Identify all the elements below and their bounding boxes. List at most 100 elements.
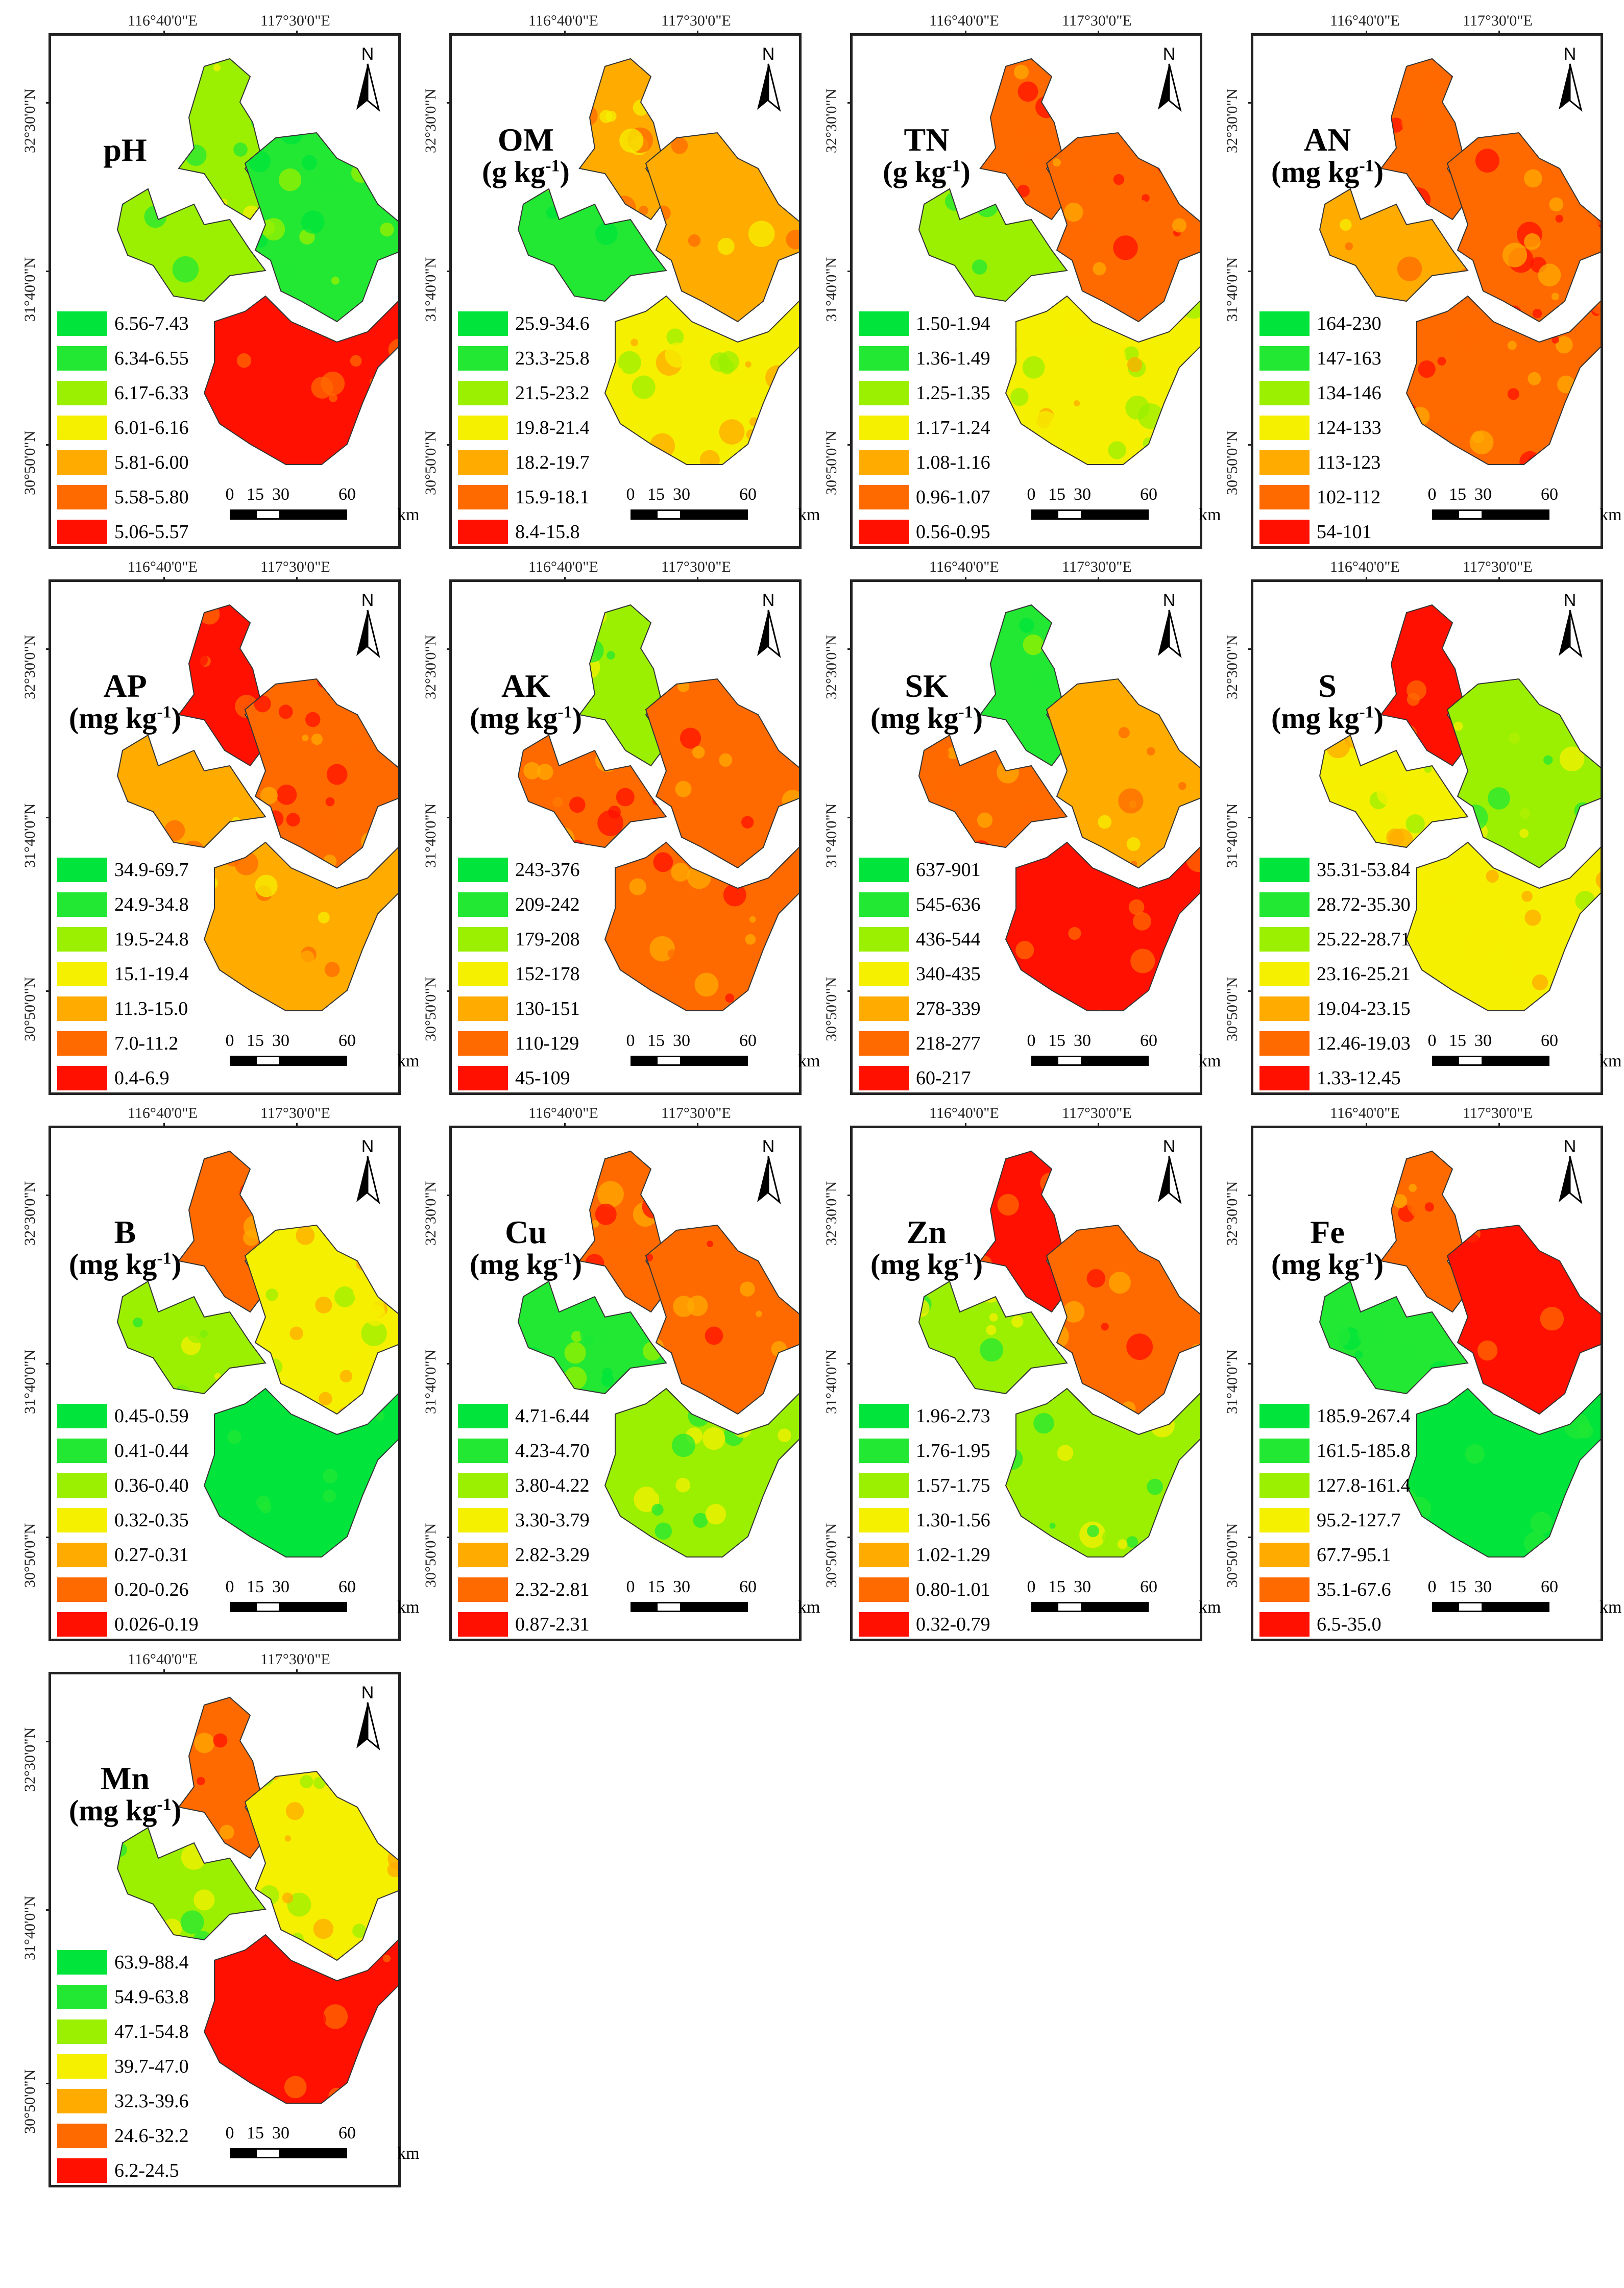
legend-item: 1.57-1.75 [859, 1468, 990, 1503]
legend-swatch [458, 1612, 508, 1637]
legend-label: 127.8-161.4 [1317, 1475, 1411, 1496]
legend-swatch [859, 416, 909, 440]
latitude-tick [447, 444, 452, 446]
legend: 1.50-1.94 1.36-1.49 1.25-1.35 1.17-1.24 1.08… [859, 306, 990, 549]
study-area-map [116, 58, 398, 465]
scale-tick-label: 15 [247, 1031, 264, 1050]
scale-segment [1458, 1056, 1483, 1066]
legend-label: 5.81-6.00 [114, 452, 189, 473]
legend-label: 0.32-0.79 [916, 1614, 990, 1635]
study-area-map [517, 604, 799, 1011]
legend-label: 209-242 [515, 894, 580, 915]
legend-item: 45-109 [458, 1061, 580, 1096]
longitude-label: 117°30'0"E [1062, 558, 1132, 575]
region-boundary [1405, 295, 1601, 465]
study-area-map [1319, 604, 1601, 1011]
legend-label: 4.71-6.44 [515, 1405, 590, 1427]
legend-item: 1.25-1.35 [859, 376, 990, 410]
legend-swatch [458, 996, 508, 1021]
scale-tick-label: 0 [225, 1577, 234, 1596]
scale-segment [656, 509, 682, 520]
scale-segment [281, 509, 347, 520]
latitude-label: 31°40'0"N [21, 803, 38, 868]
map-panel-AP: 116°40'0"E 117°30'0"E 32°30'0"N 31°40'0"N 30… [21, 558, 419, 1095]
scale-tick-label: 15 [1449, 485, 1466, 504]
study-area-map [517, 1150, 799, 1557]
region-boundary [604, 295, 799, 465]
legend-swatch [458, 1439, 508, 1463]
legend-swatch [1259, 962, 1310, 986]
scale-tick-label: 0 [1027, 485, 1036, 504]
latitude-label: 30°50'0"N [21, 1523, 38, 1588]
region-boundary [517, 1280, 667, 1395]
latitude-tick [46, 1909, 51, 1911]
legend-label: 35.31-53.84 [1317, 859, 1411, 881]
region-boundary [1046, 1224, 1200, 1415]
longitude-label: 117°30'0"E [1062, 1105, 1132, 1122]
legend-item: 637-901 [859, 853, 981, 887]
legend-item: 8.4-15.8 [458, 515, 590, 549]
unit-exponent: -1 [157, 702, 172, 722]
latitude-label: 31°40'0"N [823, 257, 840, 322]
legend-swatch [458, 520, 508, 544]
longitude-tick [1098, 31, 1099, 36]
study-area-map [116, 1150, 398, 1557]
region-main [1447, 1225, 1601, 1414]
region-boundary [1319, 1280, 1469, 1395]
legend-label: 436-544 [916, 929, 981, 950]
legend-swatch [458, 962, 508, 986]
legend-label: 161.5-185.8 [1317, 1440, 1411, 1462]
variable-unit: (g kg-1) [482, 155, 570, 189]
north-letter: N [1564, 1137, 1577, 1156]
scale-unit: km [1599, 505, 1622, 524]
north-letter: N [762, 1137, 775, 1156]
unit-exponent: -1 [1359, 1249, 1374, 1268]
legend-label: 0.4-6.9 [114, 1067, 169, 1089]
legend-item: 34.9-69.7 [57, 853, 189, 887]
map-panel-Cu: 116°40'0"E 117°30'0"E 32°30'0"N 31°40'0"N 30… [422, 1105, 820, 1641]
unit-text: (g kg [883, 155, 947, 189]
scale-segment [1432, 1602, 1458, 1612]
scale-unit: km [1599, 1598, 1622, 1617]
legend-item: 436-544 [859, 922, 981, 957]
north-arrow-icon: N [347, 1136, 388, 1207]
latitude-label: 30°50'0"N [1224, 430, 1241, 495]
legend-swatch [859, 1508, 909, 1532]
unit-exponent: -1 [958, 702, 973, 722]
latitude-label: 32°30'0"N [823, 635, 840, 699]
legend-swatch [57, 996, 107, 1021]
legend-label: 0.20-0.26 [114, 1579, 189, 1600]
legend-swatch [458, 1543, 508, 1567]
legend-swatch [1259, 381, 1310, 405]
legend-label: 35.1-67.6 [1317, 1579, 1391, 1600]
region-boundary [1005, 1388, 1200, 1557]
legend-swatch [57, 485, 107, 509]
legend-item: 1.17-1.24 [859, 410, 990, 445]
variable-unit: (mg kg-1) [1271, 701, 1384, 735]
legend-item: 5.81-6.00 [57, 445, 189, 480]
variable-name: B [114, 1214, 136, 1250]
legend-item: 23.3-25.8 [458, 341, 590, 376]
legend-swatch [1259, 1577, 1310, 1602]
scale-unit: km [798, 1598, 820, 1617]
scale-tick-label: 0 [1427, 485, 1437, 504]
legend-label: 23.16-25.21 [1317, 963, 1411, 985]
legend-item: 113-123 [1259, 445, 1381, 480]
legend-swatch [458, 416, 508, 440]
legend-item: 110-129 [458, 1026, 580, 1061]
longitude-label: 117°30'0"E [260, 1651, 330, 1668]
legend-swatch [57, 1950, 107, 1975]
legend-swatch [859, 892, 909, 917]
latitude-tick [447, 1537, 452, 1538]
region-boundary [918, 188, 1068, 302]
longitude-label: 116°40'0"E [128, 1651, 198, 1668]
legend-label: 5.58-5.80 [114, 486, 189, 508]
scale-segment [1432, 509, 1458, 520]
legend-item: 5.06-5.57 [57, 515, 189, 549]
legend-item: 1.33-12.45 [1259, 1061, 1411, 1096]
scale-segment [230, 1602, 255, 1612]
latitude-label: 32°30'0"N [422, 1181, 439, 1246]
scale-segment [1082, 509, 1149, 520]
scale-tick-label: 30 [673, 1577, 690, 1596]
region-boundary [244, 1770, 398, 1961]
